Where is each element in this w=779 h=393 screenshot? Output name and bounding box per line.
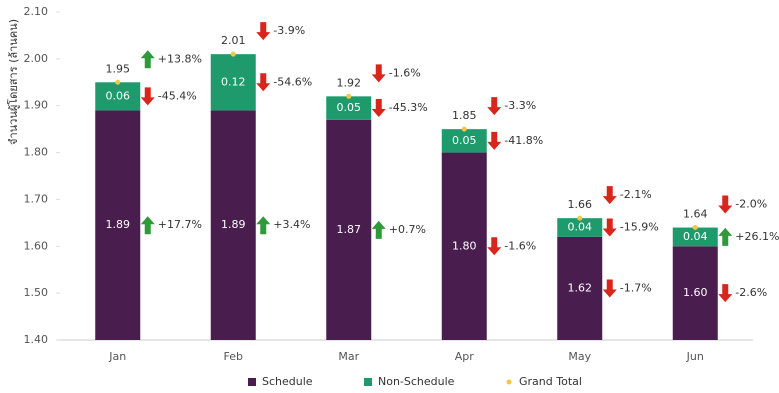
y-tick-label: 2.00 <box>24 52 49 65</box>
change-label: +3.4% <box>273 218 310 231</box>
change-label: -1.6% <box>504 239 536 252</box>
total-dot <box>115 79 121 85</box>
up-arrow <box>256 216 271 235</box>
bar-segment <box>557 236 603 340</box>
change-label: -1.7% <box>620 281 652 294</box>
value-label: 0.05 <box>452 134 477 147</box>
legend-label: Grand Total <box>519 375 582 388</box>
bar-segment <box>441 129 487 153</box>
bar-segment <box>95 82 141 111</box>
down-arrow <box>602 186 617 205</box>
bar-segment <box>326 119 372 341</box>
down-arrow <box>718 284 733 303</box>
y-tick-label: 1.90 <box>24 99 49 112</box>
y-tick-label: 1.50 <box>24 286 49 299</box>
x-tick-label: Apr <box>455 350 475 363</box>
x-tick-label: May <box>568 350 591 363</box>
value-label: 1.87 <box>337 223 362 236</box>
change-label: -15.9% <box>620 221 659 234</box>
total-dot <box>577 215 583 221</box>
total-label: 1.64 <box>683 208 708 221</box>
x-tick-label: Feb <box>224 350 243 363</box>
total-label: 1.85 <box>452 109 477 122</box>
value-label: 1.89 <box>106 218 131 231</box>
change-label: -3.3% <box>504 99 536 112</box>
change-label: -54.6% <box>273 75 312 88</box>
legend-swatch <box>506 379 512 385</box>
value-label: 1.60 <box>683 286 708 299</box>
y-tick-label: 1.70 <box>24 192 49 205</box>
total-label: 1.92 <box>337 76 362 89</box>
change-label: -45.4% <box>158 89 197 102</box>
change-label: +13.8% <box>158 52 202 65</box>
up-arrow <box>140 216 155 235</box>
up-arrow <box>371 220 386 239</box>
bar-segment <box>210 110 256 341</box>
change-label: -2.0% <box>735 198 767 211</box>
bar-segment <box>672 246 718 340</box>
total-label: 2.01 <box>221 34 246 47</box>
value-label: 1.89 <box>221 218 246 231</box>
value-label: 0.04 <box>568 221 593 234</box>
up-arrow <box>140 50 155 69</box>
value-label: 0.04 <box>683 230 708 243</box>
change-label: -41.8% <box>504 134 543 147</box>
change-label: -2.1% <box>620 188 652 201</box>
x-tick-label: Mar <box>338 350 359 363</box>
down-arrow <box>256 73 271 92</box>
change-label: -2.6% <box>735 286 767 299</box>
total-dot <box>346 93 352 99</box>
bar-segment <box>441 152 487 340</box>
bar-segment <box>672 227 718 247</box>
y-axis-title: จำนวนผู้โดยสาร (ล้านคน) <box>6 19 20 145</box>
value-label: 1.62 <box>568 281 593 294</box>
bar-segment <box>210 54 256 111</box>
change-label: +17.7% <box>158 218 202 231</box>
down-arrow <box>602 218 617 237</box>
y-tick-label: 1.80 <box>24 146 49 159</box>
total-label: 1.66 <box>568 198 593 211</box>
value-label: 1.80 <box>452 239 477 252</box>
change-label: +0.7% <box>389 223 426 236</box>
total-dot <box>461 126 467 132</box>
down-arrow <box>140 87 155 106</box>
bar-segment <box>557 218 603 237</box>
up-arrow <box>718 227 733 246</box>
change-label: -1.6% <box>389 66 421 79</box>
legend-label: Schedule <box>262 375 313 388</box>
value-label: 0.05 <box>337 101 362 114</box>
down-arrow <box>487 97 502 116</box>
value-label: 0.06 <box>106 89 131 102</box>
down-arrow <box>718 195 733 214</box>
y-tick-label: 2.10 <box>24 5 49 18</box>
total-dot <box>230 51 236 57</box>
total-label: 1.95 <box>106 62 131 75</box>
legend-label: Non-Schedule <box>378 375 455 388</box>
change-label: -45.3% <box>389 101 428 114</box>
down-arrow <box>371 64 386 83</box>
x-tick-label: Jun <box>686 350 704 363</box>
bar-segment <box>326 96 372 120</box>
change-label: +26.1% <box>735 230 779 243</box>
value-label: 0.12 <box>221 75 246 88</box>
x-tick-label: Jan <box>108 350 126 363</box>
legend-swatch <box>364 378 372 386</box>
bar-segment <box>95 110 141 341</box>
change-label: -3.9% <box>273 24 305 37</box>
legend-swatch <box>248 378 256 386</box>
y-tick-label: 1.40 <box>24 333 49 346</box>
y-tick-label: 1.60 <box>24 239 49 252</box>
total-dot <box>692 225 698 231</box>
down-arrow <box>487 237 502 256</box>
down-arrow <box>602 279 617 298</box>
down-arrow <box>487 131 502 150</box>
down-arrow <box>371 99 386 118</box>
down-arrow <box>256 22 271 41</box>
